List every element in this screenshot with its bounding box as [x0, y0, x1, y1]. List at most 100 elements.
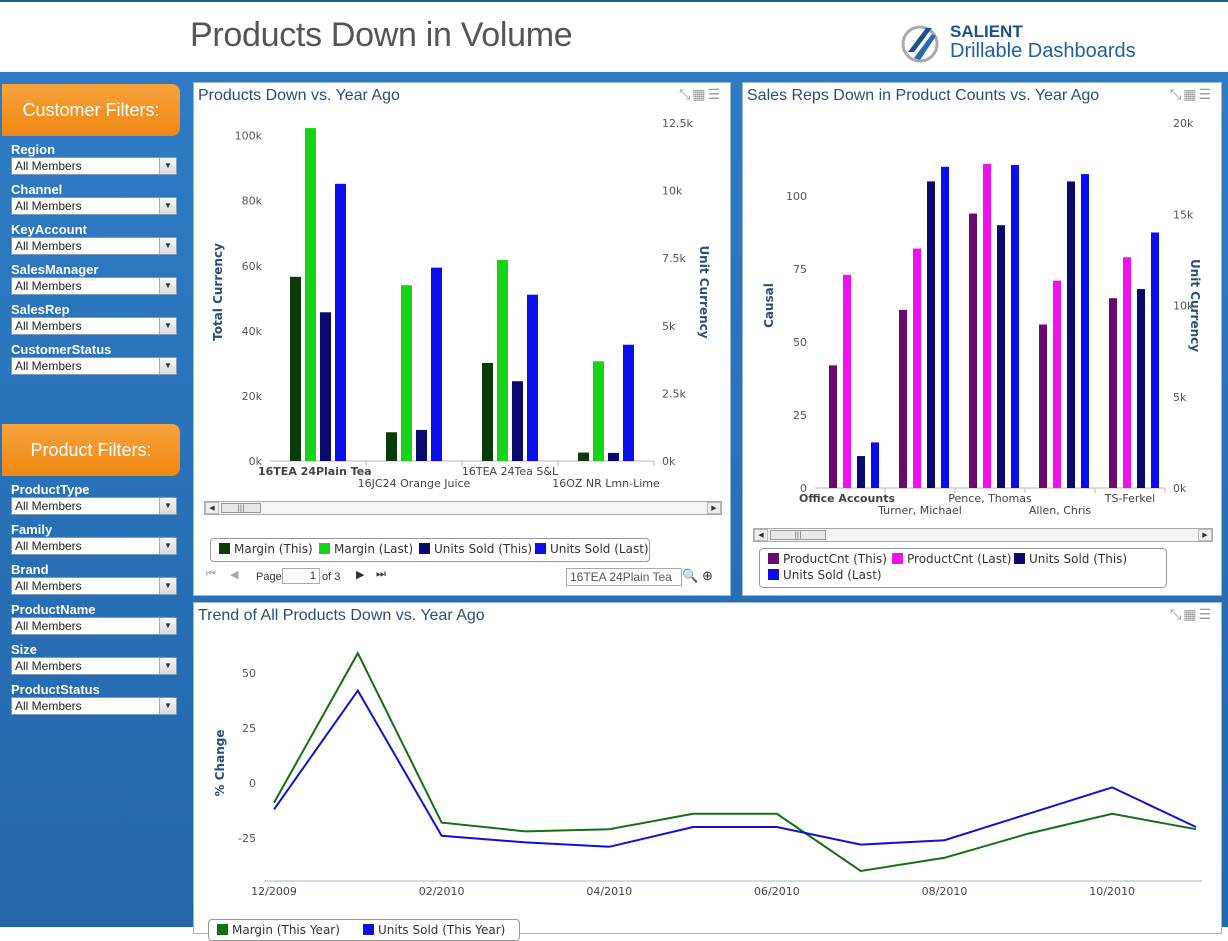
- x-tick-label: TS-Ferkel: [1104, 492, 1156, 505]
- bar: [1067, 181, 1075, 488]
- select-value: All Members: [15, 199, 82, 213]
- scroll-right-button[interactable]: ▶: [1198, 529, 1212, 541]
- legend-item[interactable]: Margin (Last): [319, 542, 413, 556]
- page-label: Page: [256, 571, 282, 583]
- select-value: All Members: [15, 319, 82, 333]
- menu-icon[interactable]: ☰: [1198, 607, 1213, 623]
- product-filter-select[interactable]: All Members ▼: [11, 697, 177, 715]
- chart-scrollbar[interactable]: ◀ ||| ▶: [204, 501, 722, 515]
- bar: [1053, 280, 1061, 488]
- y-tick-label: 50: [242, 667, 256, 680]
- customer-filters-header: Customer Filters:: [2, 84, 180, 136]
- product-filter-select[interactable]: All Members ▼: [11, 657, 177, 675]
- y2-tick-label: 12.5k: [662, 117, 693, 130]
- x-tick-label: 08/2010: [922, 885, 968, 898]
- product-filters-header: Product Filters:: [2, 424, 180, 476]
- y-axis-title: Causal: [762, 283, 776, 328]
- chart-scrollbar[interactable]: ◀ ||| ▶: [753, 528, 1213, 542]
- bar: [290, 276, 301, 461]
- bar: [305, 128, 316, 461]
- chevron-down-icon[interactable]: ▼: [159, 498, 176, 514]
- customer-filter-label: Region: [11, 142, 56, 157]
- chevron-down-icon[interactable]: ▼: [159, 578, 176, 594]
- y2-tick-label: 20k: [1173, 117, 1194, 130]
- legend-label: Units Sold (Last): [783, 568, 882, 582]
- chevron-down-icon[interactable]: ▼: [159, 198, 176, 214]
- scroll-right-button[interactable]: ▶: [707, 502, 721, 514]
- bar: [320, 312, 331, 461]
- select-value: All Members: [15, 159, 82, 173]
- legend-item[interactable]: ProductCnt (Last): [892, 552, 1011, 566]
- expand-icon[interactable]: ⤡: [1170, 87, 1184, 103]
- search-icon[interactable]: 🔍: [682, 568, 699, 583]
- customer-filter-select[interactable]: All Members ▼: [11, 157, 177, 175]
- legend-item[interactable]: Margin (This Year): [217, 923, 340, 937]
- chevron-down-icon[interactable]: ▼: [159, 238, 176, 254]
- x-tick-label: Office Accounts: [799, 492, 895, 505]
- salient-logo: SALIENT Drillable Dashboards: [900, 22, 1160, 66]
- add-search-icon[interactable]: ⊕: [702, 568, 713, 583]
- legend-item[interactable]: Units Sold (Last): [535, 542, 649, 556]
- legend-item[interactable]: Units Sold (This Year): [363, 923, 505, 937]
- page-number-input[interactable]: 1: [282, 568, 320, 584]
- y2-tick-label: 10k: [662, 185, 683, 198]
- product-filter-select[interactable]: All Members ▼: [11, 617, 177, 635]
- product-filter-select[interactable]: All Members ▼: [11, 537, 177, 555]
- bar: [1011, 164, 1019, 488]
- dashboard-body: Customer Filters: Product Filters: Produ…: [0, 72, 1228, 941]
- select-value: All Members: [15, 239, 82, 253]
- x-tick-label: 16TEA 24Tea S&L: [462, 465, 559, 478]
- product-filter-label: ProductType: [11, 482, 90, 497]
- y2-tick-label: 10k: [1173, 300, 1194, 313]
- menu-icon[interactable]: ☰: [1198, 87, 1213, 103]
- customer-filter-select[interactable]: All Members ▼: [11, 197, 177, 215]
- y-tick-label: 25: [793, 409, 807, 422]
- legend-label: ProductCnt (Last): [907, 552, 1012, 566]
- prev-page-icon[interactable]: ◀: [230, 569, 239, 581]
- grid-view-icon[interactable]: ▦: [692, 87, 708, 103]
- chevron-down-icon[interactable]: ▼: [159, 658, 176, 674]
- chevron-down-icon[interactable]: ▼: [159, 358, 176, 374]
- scroll-left-button[interactable]: ◀: [754, 529, 768, 541]
- grid-view-icon[interactable]: ▦: [1183, 607, 1199, 623]
- search-input[interactable]: 16TEA 24Plain Tea: [566, 568, 682, 586]
- chevron-down-icon[interactable]: ▼: [159, 618, 176, 634]
- customer-filter-label: SalesManager: [11, 262, 99, 277]
- chevron-down-icon[interactable]: ▼: [159, 318, 176, 334]
- product-filter-select[interactable]: All Members ▼: [11, 577, 177, 595]
- legend-item[interactable]: Units Sold (Last): [768, 568, 882, 582]
- legend-label: Units Sold (Last): [550, 542, 649, 556]
- panel-tools: ⤡▦☰: [1170, 87, 1213, 103]
- menu-icon[interactable]: ☰: [707, 87, 722, 103]
- bar: [1081, 174, 1089, 488]
- first-page-icon[interactable]: ⏮: [206, 568, 216, 580]
- logo-brand: SALIENT: [950, 22, 1023, 41]
- chevron-down-icon[interactable]: ▼: [159, 538, 176, 554]
- chevron-down-icon[interactable]: ▼: [159, 278, 176, 294]
- legend-item[interactable]: Units Sold (This): [1014, 552, 1127, 566]
- chevron-down-icon[interactable]: ▼: [159, 158, 176, 174]
- legend-item[interactable]: Units Sold (This): [419, 542, 532, 556]
- customer-filter-select[interactable]: All Members ▼: [11, 357, 177, 375]
- scroll-thumb[interactable]: |||: [770, 530, 826, 540]
- customer-filter-select[interactable]: All Members ▼: [11, 277, 177, 295]
- next-page-icon[interactable]: ▶: [356, 569, 365, 581]
- legend-item[interactable]: ProductCnt (This): [768, 552, 887, 566]
- expand-icon[interactable]: ⤡: [679, 87, 693, 103]
- chevron-down-icon[interactable]: ▼: [159, 698, 176, 714]
- bar: [335, 183, 346, 461]
- customer-filter-select[interactable]: All Members ▼: [11, 317, 177, 335]
- product-filter-select[interactable]: All Members ▼: [11, 497, 177, 515]
- legend-item[interactable]: Margin (This): [219, 542, 313, 556]
- bar: [512, 381, 523, 461]
- scroll-thumb[interactable]: |||: [221, 503, 261, 513]
- customer-filter-select[interactable]: All Members ▼: [11, 237, 177, 255]
- select-value: All Members: [15, 279, 82, 293]
- grid-view-icon[interactable]: ▦: [1183, 87, 1199, 103]
- last-page-icon[interactable]: ⏭: [376, 568, 386, 580]
- x-tick-label: Allen, Chris: [1029, 504, 1092, 517]
- select-value: All Members: [15, 499, 82, 513]
- expand-icon[interactable]: ⤡: [1170, 607, 1184, 623]
- bar: [843, 274, 851, 488]
- scroll-left-button[interactable]: ◀: [205, 502, 219, 514]
